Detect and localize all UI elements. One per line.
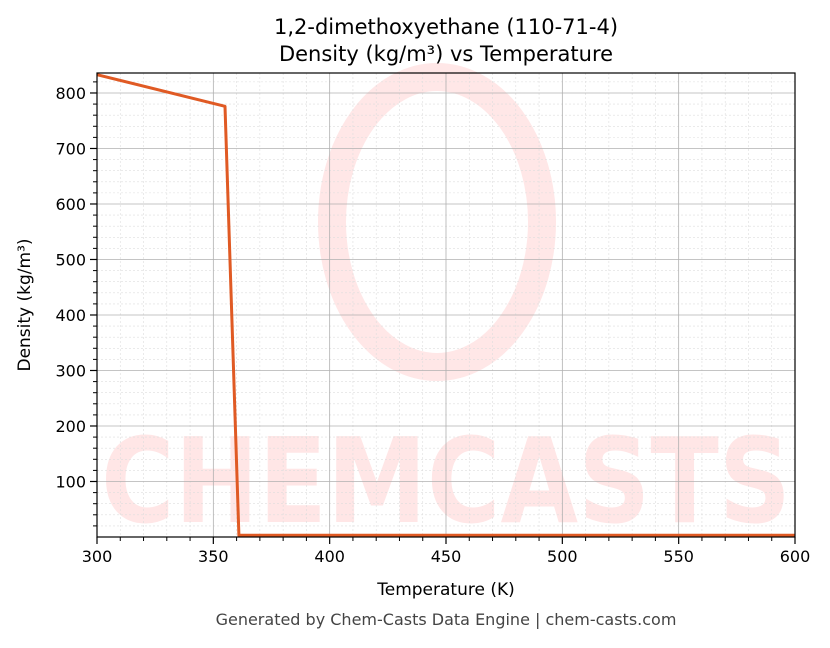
- y-tick-label: 600: [55, 195, 86, 214]
- y-tick-label: 100: [55, 472, 86, 491]
- x-tick-label: 550: [663, 547, 694, 566]
- y-tick-label: 200: [55, 417, 86, 436]
- chart-title: 1,2-dimethoxyethane (110-71-4): [274, 15, 618, 39]
- x-tick-label: 600: [780, 547, 811, 566]
- x-tick-label: 350: [198, 547, 229, 566]
- x-tick-label: 300: [82, 547, 113, 566]
- x-tick-label: 450: [431, 547, 462, 566]
- plot-frame: [96, 72, 796, 538]
- x-tick-label: 500: [547, 547, 578, 566]
- chart-subtitle: Density (kg/m³) vs Temperature: [279, 42, 613, 66]
- footer-text: Generated by Chem-Casts Data Engine | ch…: [216, 610, 677, 629]
- x-tick-label: 400: [314, 547, 345, 566]
- y-tick-label: 500: [55, 250, 86, 269]
- series-line: [96, 73, 795, 537]
- y-tick-label: 400: [55, 306, 86, 325]
- x-axis-label: Temperature (K): [376, 580, 515, 600]
- y-tick-label: 300: [55, 361, 86, 380]
- y-tick-label: 800: [55, 84, 86, 103]
- y-tick-label: 700: [55, 139, 86, 158]
- y-axis-label: Density (kg/m³): [15, 238, 35, 371]
